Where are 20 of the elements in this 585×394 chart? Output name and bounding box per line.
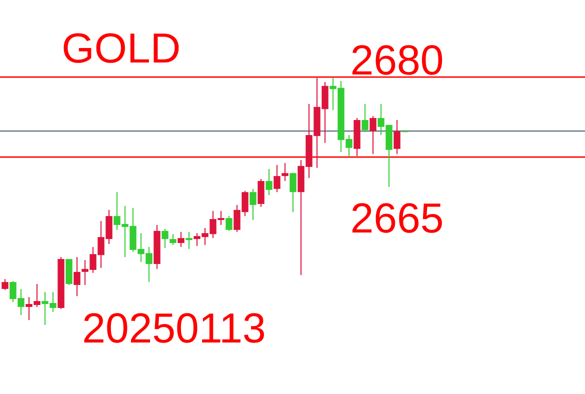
candlestick xyxy=(282,162,288,182)
text: 2680 xyxy=(352,45,442,75)
candlestick xyxy=(290,172,296,213)
candlestick xyxy=(186,231,192,250)
candlestick xyxy=(170,234,176,246)
candlestick xyxy=(258,178,264,208)
candlestick xyxy=(362,103,368,133)
candlestick xyxy=(178,231,184,248)
candlestick xyxy=(226,216,232,232)
candlestick xyxy=(370,116,376,155)
candlestick xyxy=(266,168,272,196)
candlestick xyxy=(74,256,80,297)
candlestick xyxy=(2,278,8,290)
annotation: 20250113 xyxy=(84,313,264,343)
candlestick xyxy=(162,228,168,248)
chart-title: GOLD xyxy=(64,33,179,63)
annotation: 2665 xyxy=(352,203,442,233)
candlestick xyxy=(394,119,400,155)
candlestick xyxy=(250,188,256,221)
candlestick xyxy=(274,164,280,193)
